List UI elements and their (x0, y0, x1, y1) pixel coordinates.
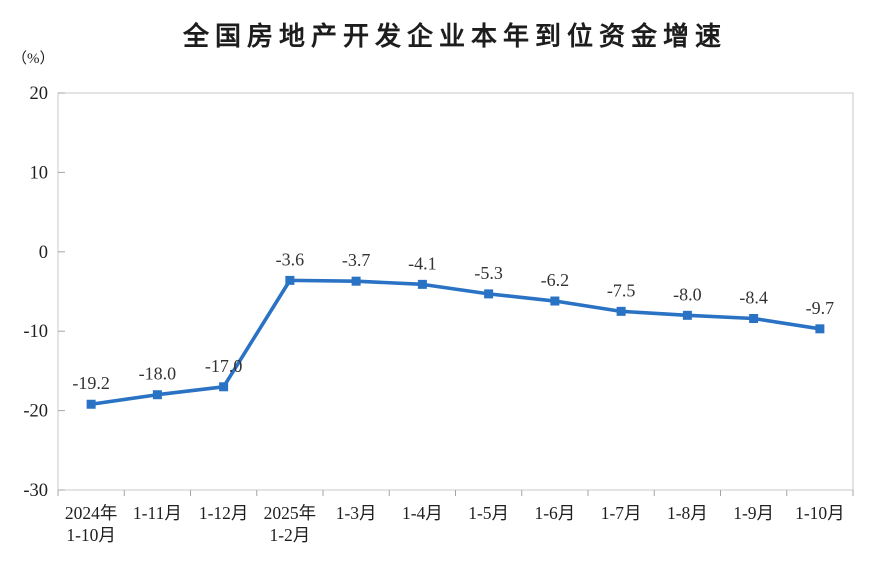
x-axis-category-label: 1-7月 (601, 503, 642, 523)
x-axis-category-label: 1-2月 (269, 525, 310, 545)
x-axis-category-label: 1-9月 (733, 503, 774, 523)
data-point-label: -7.5 (607, 280, 636, 300)
data-point-label: -9.7 (806, 298, 835, 318)
x-axis-category-label: 1-5月 (468, 503, 509, 523)
data-point-marker (152, 390, 162, 400)
plot-border (57, 92, 854, 491)
data-point-label: -6.2 (541, 270, 570, 290)
y-axis-tick-label: -10 (23, 322, 48, 342)
y-axis-tick-label: 20 (30, 84, 49, 104)
data-point-marker (219, 382, 229, 392)
y-axis-tick-label: -20 (23, 402, 48, 422)
y-axis-unit-label: （%） (12, 51, 55, 67)
data-point-label: -4.1 (408, 253, 437, 273)
x-axis-category-label: 1-4月 (402, 503, 443, 523)
chart-title: 全国房地产开发企业本年到位资金增速 (182, 21, 727, 51)
x-axis-category-label: 1-12月 (199, 503, 249, 523)
data-point-marker (351, 276, 361, 286)
x-axis-category-label: 1-6月 (534, 503, 575, 523)
data-point-label: -3.7 (342, 250, 371, 270)
x-axis-category-label: 2024年 (65, 503, 118, 523)
data-point-marker (550, 296, 560, 306)
data-point-label: -18.0 (139, 364, 177, 384)
x-axis-category-label: 1-10月 (795, 503, 845, 523)
data-line (89, 278, 822, 407)
data-point-marker (815, 324, 825, 334)
x-axis-category-label: 1-3月 (336, 503, 377, 523)
data-point-label: -17.0 (205, 356, 243, 376)
data-point-marker (484, 289, 494, 299)
data-point-marker (749, 313, 759, 323)
data-point-marker (285, 275, 295, 285)
x-axis-category-label: 1-10月 (66, 525, 116, 545)
x-axis-category-label: 2025年 (264, 503, 317, 523)
data-point-label: -19.2 (72, 373, 110, 393)
data-point-marker (616, 306, 626, 316)
data-point-marker (682, 310, 692, 320)
y-axis-tick-label: 0 (39, 243, 48, 263)
x-axis-category-label: 1-8月 (667, 503, 708, 523)
data-point-marker (417, 279, 427, 289)
data-point-marker (86, 399, 96, 409)
data-point-label: -5.3 (474, 263, 503, 283)
y-axis-tick-label: 10 (30, 163, 49, 183)
data-point-label: -8.4 (739, 287, 768, 307)
data-point-label: -8.0 (673, 284, 702, 304)
y-axis-tick-label: -30 (23, 481, 48, 501)
x-axis-category-label: 1-11月 (133, 503, 182, 523)
data-point-label: -3.6 (276, 249, 305, 269)
